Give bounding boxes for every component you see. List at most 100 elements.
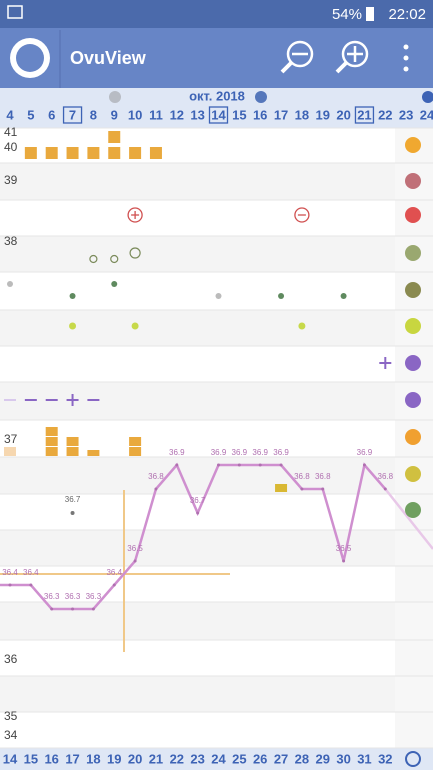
bar-mark bbox=[45, 437, 58, 446]
cycle-strip bbox=[0, 748, 433, 770]
temperature-label: 36.9 bbox=[232, 448, 248, 457]
day-number: 19 bbox=[316, 107, 330, 122]
menu[interactable] bbox=[403, 44, 409, 72]
zoom-in[interactable] bbox=[335, 40, 369, 74]
row-icon[interactable] bbox=[405, 207, 421, 223]
cycle-day: 26 bbox=[253, 751, 267, 766]
excluded-point bbox=[70, 511, 75, 515]
temperature-point bbox=[29, 583, 33, 587]
cycle-day: 17 bbox=[65, 751, 79, 766]
row-band bbox=[0, 163, 395, 200]
sex-mark bbox=[294, 207, 310, 223]
cycle-day: 29 bbox=[316, 751, 330, 766]
day-number: 15 bbox=[232, 107, 246, 122]
row-icon[interactable] bbox=[405, 392, 421, 408]
dot-mark bbox=[7, 281, 13, 287]
cycle-day: 25 bbox=[232, 751, 246, 766]
bar-mark bbox=[45, 427, 58, 436]
day-number: 9 bbox=[111, 107, 118, 122]
day-box bbox=[62, 106, 83, 124]
temperature-point bbox=[321, 487, 325, 491]
test-mark bbox=[131, 322, 139, 330]
temperature-label: 36.3 bbox=[86, 592, 102, 601]
cycle-day: 30 bbox=[336, 751, 350, 766]
moon bbox=[109, 91, 121, 103]
bar-mark bbox=[4, 447, 16, 456]
bar-mark bbox=[45, 447, 58, 456]
day-number: 23 bbox=[399, 107, 413, 122]
day-number: 24 bbox=[420, 107, 433, 122]
zoom-out[interactable] bbox=[280, 40, 314, 74]
day-number: 20 bbox=[336, 107, 350, 122]
bar-mark bbox=[129, 437, 142, 446]
day-number: 4 bbox=[6, 107, 14, 122]
row-icon[interactable] bbox=[405, 137, 421, 153]
axis-label: 34 bbox=[4, 728, 18, 742]
dot-mark bbox=[111, 281, 118, 287]
day-number: 14 bbox=[211, 107, 226, 122]
excluded-label: 36.7 bbox=[65, 495, 81, 504]
bar-mark bbox=[87, 450, 100, 456]
temperature-point bbox=[154, 487, 158, 491]
row-band bbox=[0, 236, 395, 272]
day-number: 17 bbox=[274, 107, 288, 122]
bar-mark bbox=[66, 447, 79, 456]
moon bbox=[255, 91, 267, 103]
row-icon[interactable] bbox=[405, 502, 421, 518]
axis-label: 37 bbox=[4, 432, 18, 446]
cycle-day: 22 bbox=[170, 751, 184, 766]
cycle-day: 19 bbox=[107, 751, 121, 766]
month-label: окт. 2018 bbox=[189, 88, 245, 103]
cycle-day: 31 bbox=[357, 751, 371, 766]
temperature-point bbox=[258, 463, 262, 467]
row-icon[interactable] bbox=[405, 173, 421, 189]
temperature-label: 36.8 bbox=[148, 472, 164, 481]
cycle-icon bbox=[405, 751, 421, 767]
app-title: OvuView bbox=[70, 48, 147, 68]
temperature-label: 36.3 bbox=[65, 592, 81, 601]
temperature-label: 36.7 bbox=[190, 496, 206, 505]
row-icon[interactable] bbox=[405, 282, 421, 298]
axis-label: 39 bbox=[4, 173, 18, 187]
dot-mark bbox=[278, 293, 285, 299]
zoom-in-icon bbox=[335, 61, 348, 74]
row-band bbox=[0, 676, 395, 712]
test-mark bbox=[69, 322, 77, 330]
period-mark bbox=[108, 131, 121, 143]
moon bbox=[422, 91, 433, 103]
temperature-point bbox=[362, 463, 366, 467]
temperature-point bbox=[50, 607, 54, 611]
row-band bbox=[0, 530, 395, 566]
day-number: 11 bbox=[149, 107, 163, 122]
day-number: 13 bbox=[190, 107, 204, 122]
spot-mark bbox=[275, 484, 288, 492]
row-icon[interactable] bbox=[405, 355, 421, 371]
row-icon[interactable] bbox=[405, 429, 421, 445]
day-number: 8 bbox=[90, 107, 97, 122]
cycle-day: 23 bbox=[190, 751, 204, 766]
temperature-label: 36.9 bbox=[211, 448, 227, 457]
row-icon[interactable] bbox=[405, 245, 421, 261]
date-strip bbox=[0, 88, 433, 128]
mucus-mark bbox=[89, 254, 98, 264]
row-band bbox=[0, 457, 395, 494]
zoom-out-icon bbox=[286, 40, 314, 68]
row-icon[interactable] bbox=[405, 318, 421, 334]
test-mark bbox=[298, 322, 306, 330]
temperature-point bbox=[383, 487, 387, 491]
dot-mark bbox=[69, 293, 76, 299]
day-number: 22 bbox=[378, 107, 392, 122]
day-number: 12 bbox=[170, 107, 184, 122]
cycle-day: 14 bbox=[3, 751, 18, 766]
temperature-label: 36.8 bbox=[294, 472, 310, 481]
menu-dot bbox=[403, 44, 409, 50]
day-number: 18 bbox=[295, 107, 309, 122]
temperature-label: 36.5 bbox=[336, 544, 352, 553]
temperature-point bbox=[196, 511, 200, 515]
row-icon[interactable] bbox=[405, 466, 421, 482]
axis-label: 40 bbox=[4, 140, 18, 154]
period-mark bbox=[129, 147, 142, 159]
menu-dot bbox=[403, 55, 409, 61]
row-band bbox=[0, 382, 395, 420]
temperature-point bbox=[8, 583, 12, 587]
